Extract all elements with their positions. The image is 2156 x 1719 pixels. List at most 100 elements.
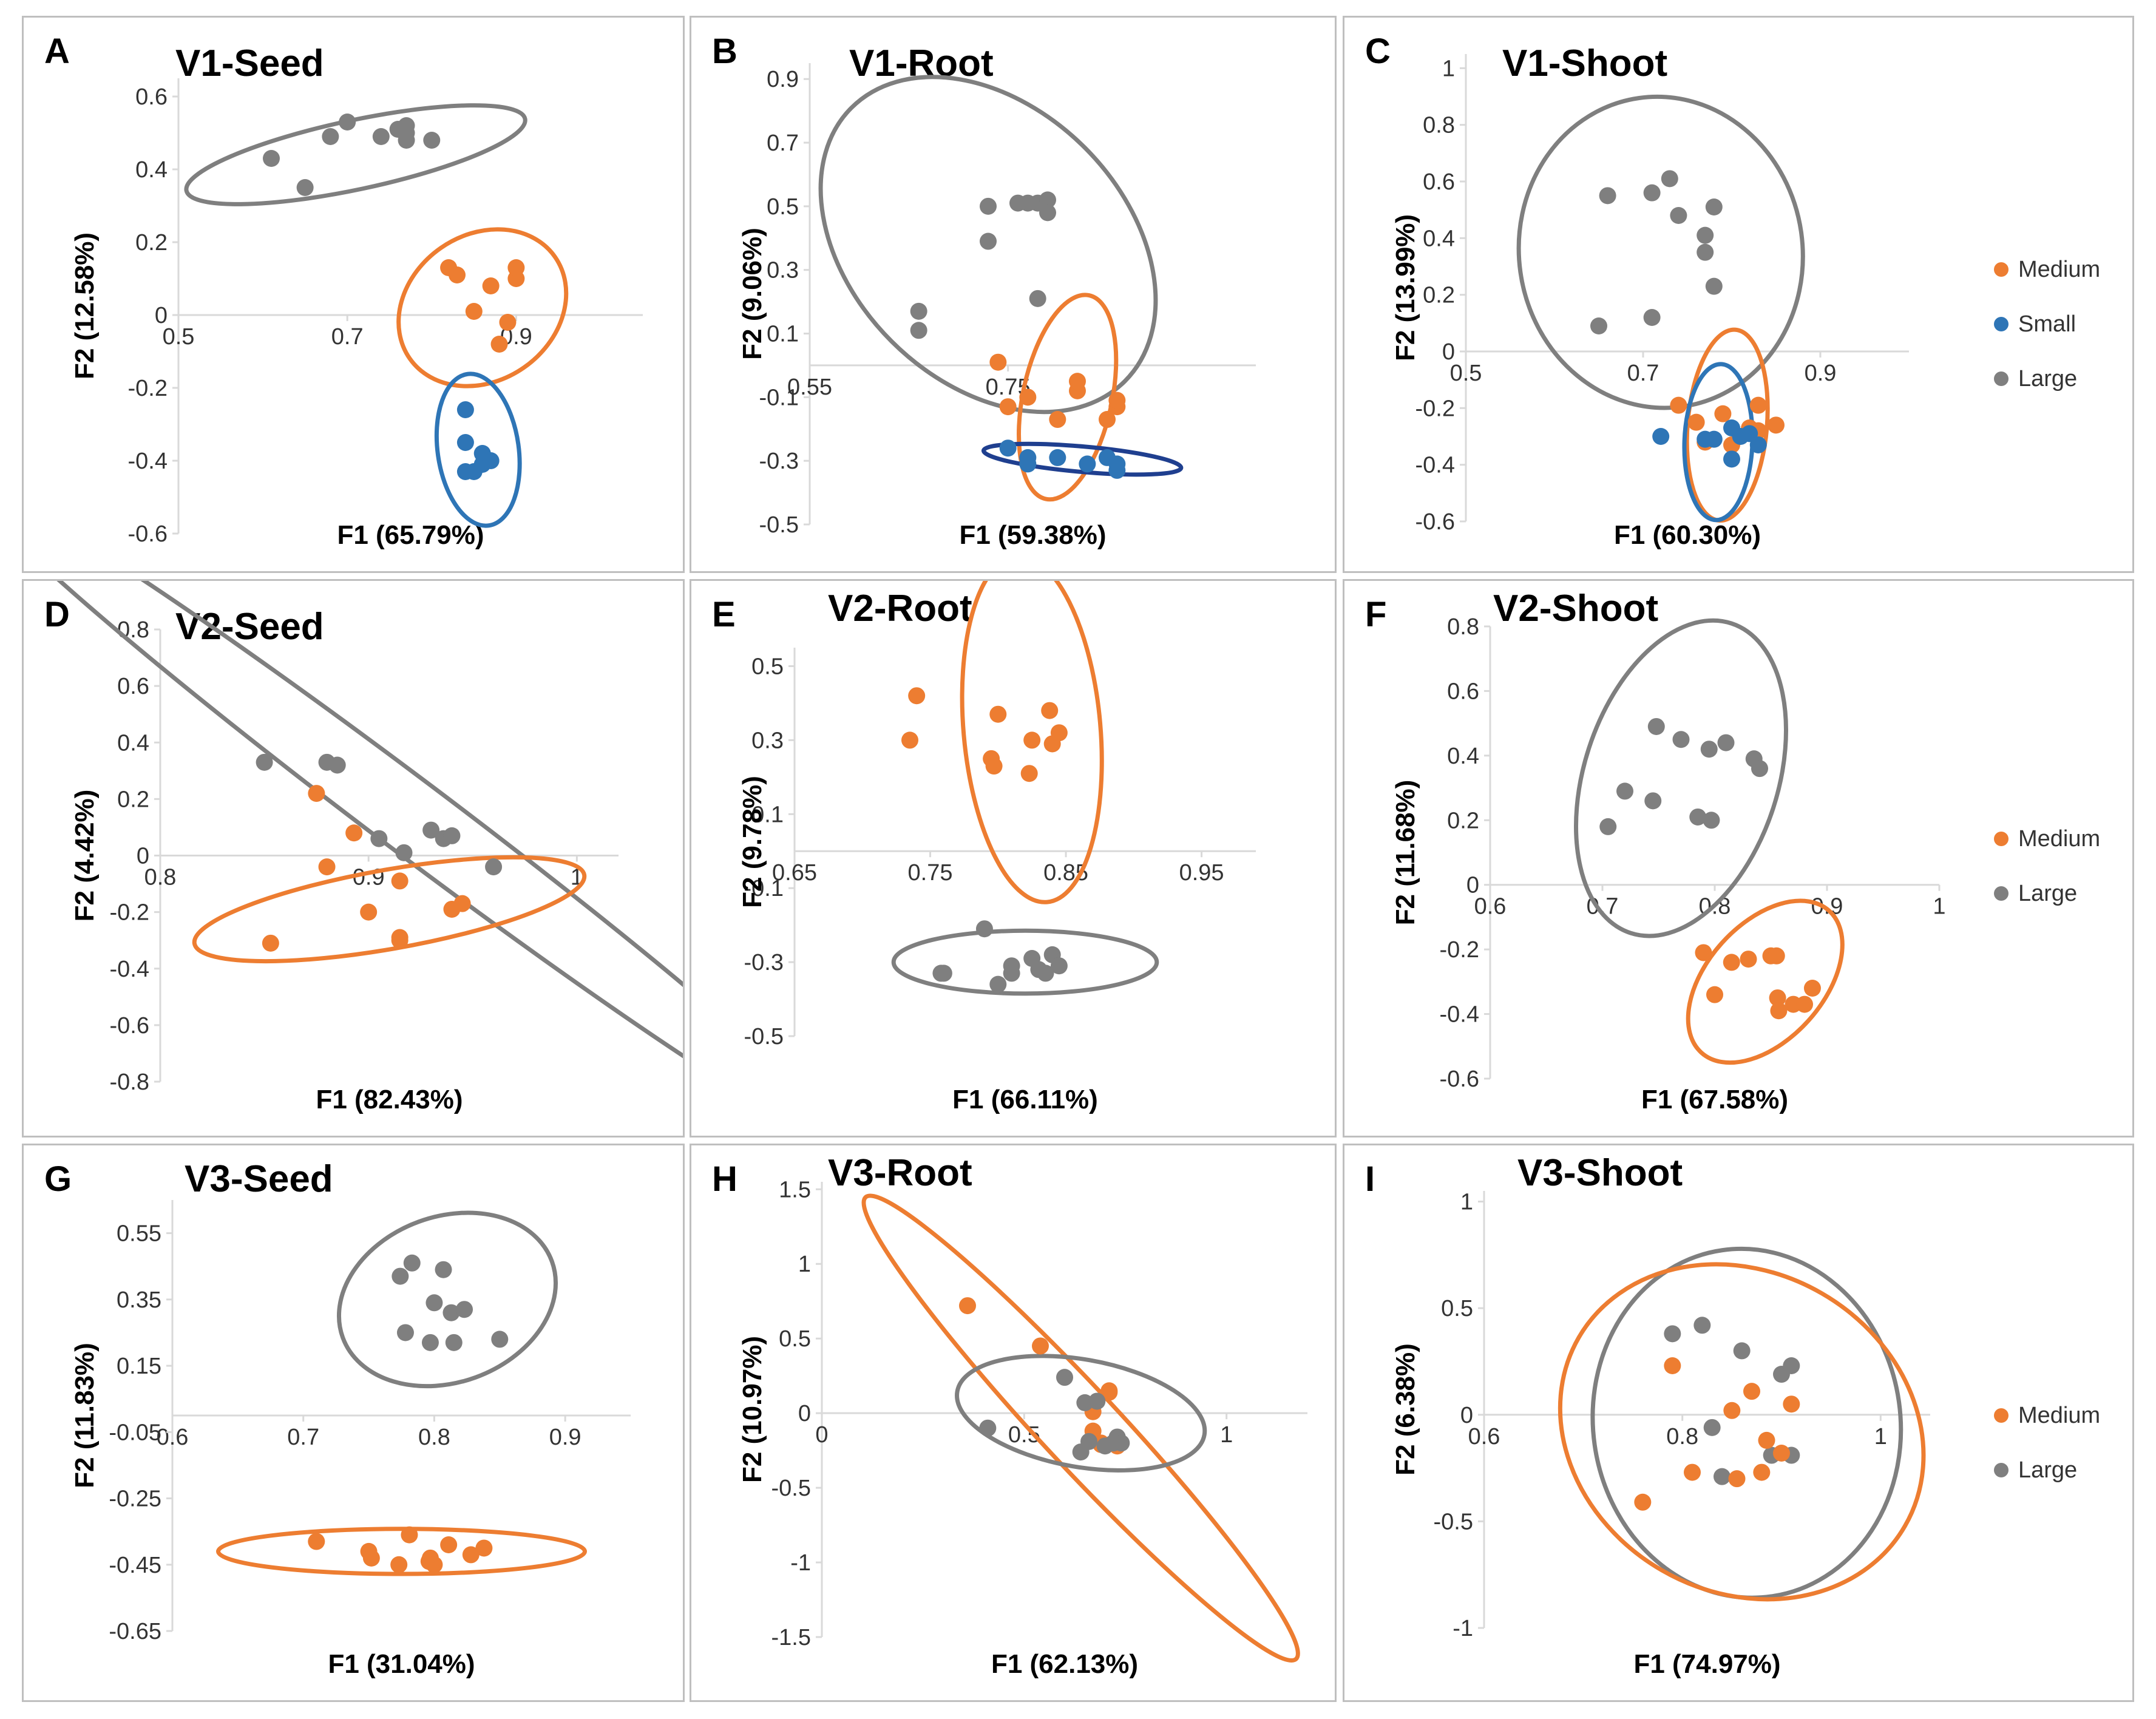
y-tick-label: 0.6 [1423,169,1455,195]
data-point-large [1039,191,1056,209]
x-axis-label: F1 (62.13%) [991,1649,1138,1679]
data-point-medium [1687,413,1705,431]
x-tick-label: 0.7 [331,324,364,350]
data-point-medium [318,858,336,876]
legend-marker-icon [1994,886,2009,901]
y-tick-label: 0.7 [767,131,799,156]
x-axis-label: F1 (60.30%) [1614,520,1761,550]
y-tick-label: 1 [1442,56,1455,81]
data-point-medium [499,314,517,331]
y-tick-label: 0.6 [117,674,149,699]
data-point-medium [1049,411,1066,429]
data-point-small [482,452,500,469]
y-axis-label: F2 (9.78%) [737,776,767,908]
data-point-medium [901,731,918,749]
data-point-large [1590,317,1607,334]
data-point-medium [482,277,500,294]
data-point-large [1703,1419,1721,1436]
panel-letter: I [1365,1159,1375,1199]
legend-item-medium: Medium [1994,242,2100,297]
data-point-medium [999,398,1017,416]
data-point-large [1050,957,1068,975]
x-tick-label: 0.6 [157,1425,189,1450]
data-point-medium [1773,1445,1790,1462]
scatter-plot-svg: 0.5 0.7 0.90.60.40.20-0.2-0.4-0.6 F1 (65.79… [70,78,643,550]
confidence-ellipse-medium [396,227,569,388]
y-tick-label: 0.6 [135,84,168,110]
data-point-large [1037,965,1054,982]
y-tick-label: 0.4 [117,730,149,756]
y-tick-label: 0.3 [767,258,799,283]
confidence-ellipse-large [891,928,1159,996]
x-tick-label: 0.5 [1450,361,1482,386]
legend: Medium Large [1994,1388,2100,1497]
legend-marker-icon [1994,371,2009,386]
data-point-medium [989,705,1007,723]
data-point-large [980,232,997,250]
y-tick-label: 0.4 [1423,226,1455,251]
confidence-ellipse-medium [192,855,587,964]
data-point-medium [360,903,378,921]
scatter-plot-svg: 0 0.5 11.510.50-0.5-1-1.5F1 (62.13%)F2 (10… [737,1177,1307,1679]
legend-marker-icon [1994,1408,2009,1423]
data-point-large [1643,309,1661,326]
data-point-medium [1758,1431,1775,1449]
data-point-medium [391,872,408,890]
legend-item-medium: Medium [1994,1388,2100,1443]
data-point-large [1703,812,1720,829]
x-tick-label: 0.7 [287,1425,319,1450]
data-point-medium [1803,980,1821,997]
data-point-medium [425,1556,443,1573]
legend-item-large: Large [1994,1443,2100,1497]
data-point-medium [462,1546,480,1564]
x-tick-label: 0.55 [787,375,832,400]
data-point-medium [1023,731,1041,749]
y-tick-label: 0 [137,844,149,869]
y-tick-label: -0.6 [128,521,168,547]
data-point-medium [1684,1463,1701,1481]
data-point-large [1599,187,1616,205]
y-tick-label: -0.5 [771,1476,811,1501]
y-axis-label: F2 (11.68%) [1391,780,1420,926]
data-point-medium [1050,724,1068,742]
x-tick-label: 0.9 [1805,361,1837,386]
legend-item-large: Large [1994,351,2100,406]
data-point-small [1723,450,1740,468]
data-point-small [1705,430,1723,448]
x-tick-label: 0.5 [163,324,195,350]
data-point-large [322,128,339,145]
y-tick-label: -0.4 [1440,1002,1479,1028]
data-point-medium [1769,989,1786,1006]
data-point-large [935,965,952,982]
data-point-large [1088,1392,1106,1410]
confidence-ellipse-large [184,103,527,206]
data-point-large [989,975,1007,993]
y-tick-label: 0 [155,303,168,328]
y-tick-label: 0.1 [751,802,784,827]
y-tick-label: -0.4 [1415,453,1455,478]
y-tick-label: -1 [790,1550,811,1576]
data-point-large [398,132,415,149]
data-point-medium [1768,947,1785,965]
chart-title: V2-Root [828,588,972,629]
data-point-medium [1019,388,1037,406]
x-axis-label: F1 (65.79%) [337,520,484,550]
data-point-medium [308,1533,325,1550]
x-tick-label: 0.7 [1627,361,1659,386]
confidence-ellipse-medium [1558,1262,1926,1602]
y-tick-label: 1 [798,1252,811,1277]
data-point-medium [959,1297,976,1315]
y-tick-label: 0.1 [767,322,799,347]
data-point-large [1733,1342,1751,1360]
legend-label: Medium [2018,256,2101,282]
data-point-large [296,179,314,196]
data-point-large [1616,782,1633,800]
confidence-ellipse-medium [1686,898,1845,1065]
scatter-plot-svg: 0.6 0.7 0.8 0.9 0.55 0.35 0.15 -0.05 -0.25 -0.45 -… [70,1200,631,1679]
panel-i: I V3-Shoot 0.6 0.8 1 1 0.5 0 -0.5 -1 F1 (74.97%) F2… [1343,1144,2134,1702]
legend-marker-icon [1994,1463,2009,1477]
data-point-large [1689,808,1707,826]
data-point-large [442,1304,460,1321]
x-axis-label: F1 (67.58%) [1641,1085,1788,1114]
chart-title: V1-Shoot [1502,42,1668,84]
